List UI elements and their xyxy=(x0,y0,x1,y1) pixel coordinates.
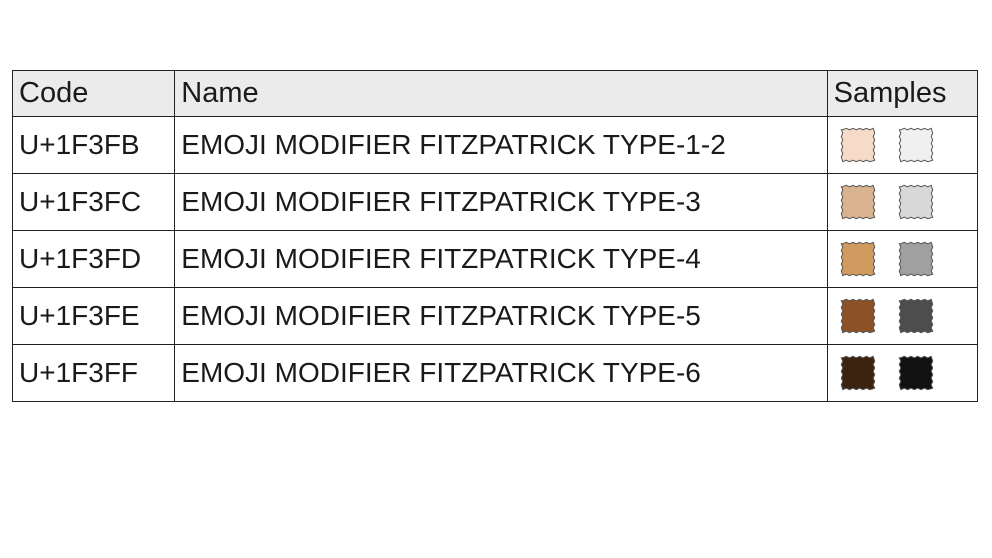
table-header-row: Code Name Samples xyxy=(13,71,978,117)
swatch-color-icon xyxy=(838,182,878,222)
cell-samples xyxy=(827,288,977,345)
cell-name: EMOJI MODIFIER FITZPATRICK TYPE-1-2 xyxy=(175,117,827,174)
swatch-gray-icon xyxy=(896,353,936,393)
swatch-color-icon xyxy=(838,125,878,165)
cell-name: EMOJI MODIFIER FITZPATRICK TYPE-3 xyxy=(175,174,827,231)
cell-code: U+1F3FE xyxy=(13,288,175,345)
cell-code: U+1F3FD xyxy=(13,231,175,288)
col-header-code: Code xyxy=(13,71,175,117)
table-body: U+1F3FB EMOJI MODIFIER FITZPATRICK TYPE-… xyxy=(13,117,978,402)
swatch-gray-icon xyxy=(896,182,936,222)
swatch-gray-icon xyxy=(896,239,936,279)
col-header-name: Name xyxy=(175,71,827,117)
cell-samples xyxy=(827,174,977,231)
swatch-gray-icon xyxy=(896,125,936,165)
cell-code: U+1F3FB xyxy=(13,117,175,174)
swatch-color-icon xyxy=(838,296,878,336)
cell-samples xyxy=(827,345,977,402)
table-row: U+1F3FF EMOJI MODIFIER FITZPATRICK TYPE-… xyxy=(13,345,978,402)
cell-code: U+1F3FC xyxy=(13,174,175,231)
table-row: U+1F3FC EMOJI MODIFIER FITZPATRICK TYPE-… xyxy=(13,174,978,231)
cell-code: U+1F3FF xyxy=(13,345,175,402)
col-header-samples: Samples xyxy=(827,71,977,117)
page: Code Name Samples U+1F3FB EMOJI MODIFIER… xyxy=(0,0,992,414)
cell-samples xyxy=(827,231,977,288)
swatch-gray-icon xyxy=(896,296,936,336)
fitzpatrick-table: Code Name Samples U+1F3FB EMOJI MODIFIER… xyxy=(12,70,978,402)
cell-name: EMOJI MODIFIER FITZPATRICK TYPE-5 xyxy=(175,288,827,345)
swatch-color-icon xyxy=(838,353,878,393)
table-row: U+1F3FD EMOJI MODIFIER FITZPATRICK TYPE-… xyxy=(13,231,978,288)
cell-name: EMOJI MODIFIER FITZPATRICK TYPE-4 xyxy=(175,231,827,288)
table-row: U+1F3FE EMOJI MODIFIER FITZPATRICK TYPE-… xyxy=(13,288,978,345)
cell-name: EMOJI MODIFIER FITZPATRICK TYPE-6 xyxy=(175,345,827,402)
swatch-color-icon xyxy=(838,239,878,279)
table-row: U+1F3FB EMOJI MODIFIER FITZPATRICK TYPE-… xyxy=(13,117,978,174)
cell-samples xyxy=(827,117,977,174)
